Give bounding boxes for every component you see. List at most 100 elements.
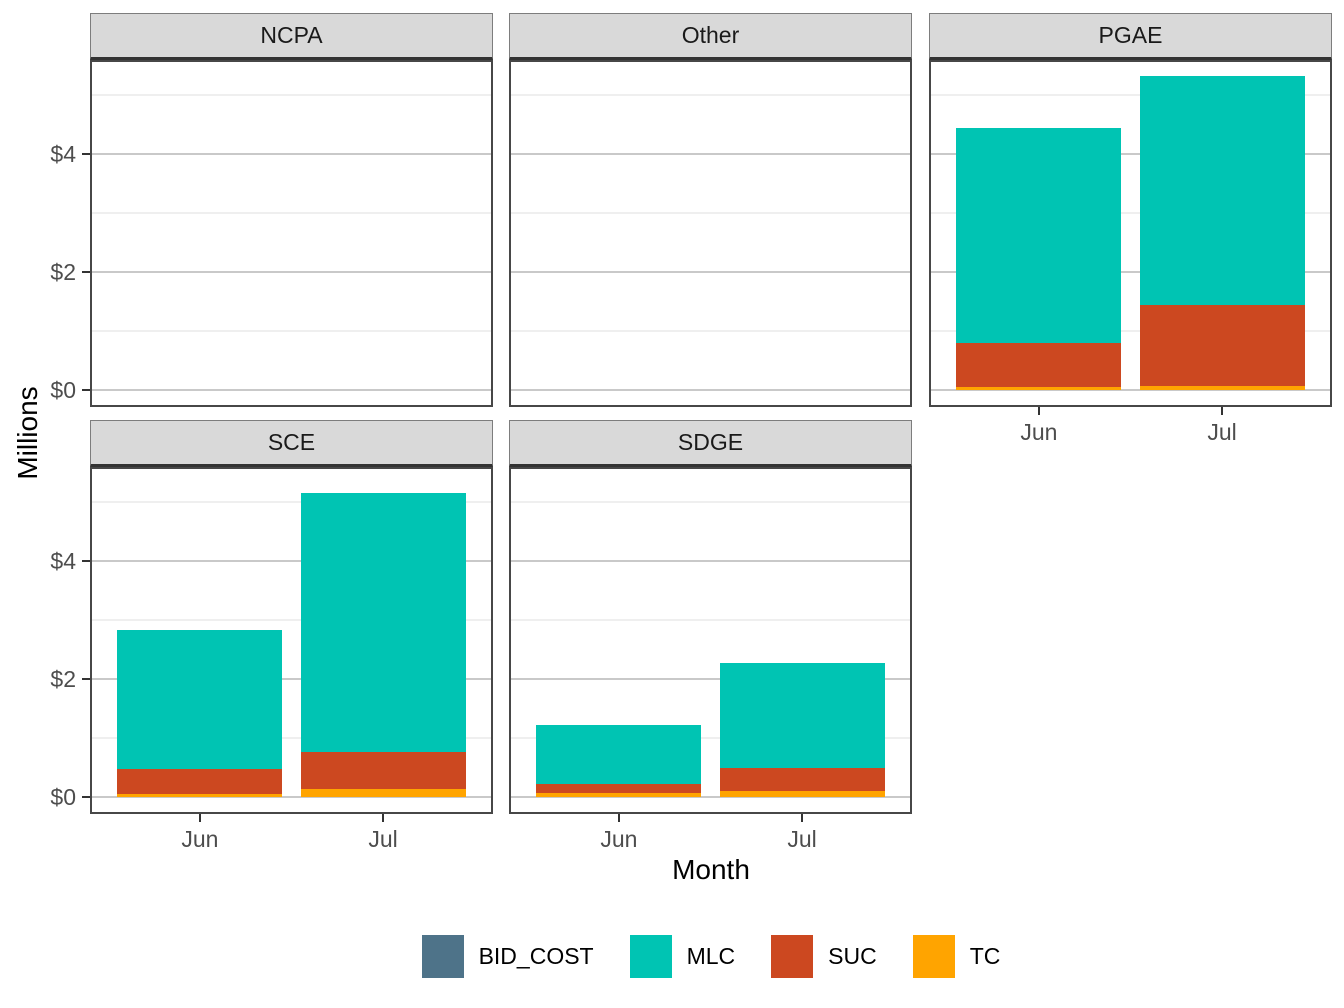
x-tick-label: Jun — [1020, 419, 1058, 445]
y-tick-label: $2 — [50, 259, 76, 286]
facet-strip-label: NCPA — [260, 22, 323, 48]
gridline-minor — [90, 737, 493, 740]
facet-panel-SDGE — [509, 467, 912, 814]
legend-label: SUC — [828, 942, 877, 969]
legend-swatch-TC — [912, 934, 955, 978]
legend-item-TC: TC — [912, 934, 1001, 978]
gridline-minor — [929, 330, 1332, 333]
x-tick-mark — [382, 814, 385, 822]
gridline-major — [90, 560, 493, 563]
y-tick-mark — [82, 271, 90, 274]
bar-segment-SUC-Jun — [956, 343, 1122, 388]
gridline-major — [90, 389, 493, 392]
legend-label: MLC — [686, 942, 736, 969]
y-tick-label: $0 — [50, 784, 76, 811]
gridline-major — [90, 678, 493, 681]
y-tick-mark — [82, 153, 90, 156]
x-tick-mark — [1037, 407, 1040, 415]
bar-segment-MLC-Jul — [1139, 75, 1305, 305]
y-tick-label: $2 — [50, 666, 76, 693]
legend-label: TC — [969, 942, 1001, 969]
bar-segment-MLC-Jul — [719, 663, 885, 769]
facet-panel-PGAE — [929, 60, 1332, 407]
gridline-minor — [929, 94, 1332, 97]
y-tick-mark — [82, 389, 90, 392]
gridline-minor — [90, 501, 493, 504]
x-tick-mark — [617, 814, 620, 822]
facet-panel-SCE — [90, 467, 493, 814]
y-tick-label: $4 — [50, 548, 76, 575]
facet-strip-SDGE: SDGE — [509, 420, 912, 467]
gridline-minor — [509, 94, 912, 97]
gridline-major — [929, 271, 1332, 274]
legend-swatch-MLC — [629, 934, 672, 978]
gridline-major — [90, 271, 493, 274]
gridline-major — [509, 153, 912, 156]
gridline-major — [90, 796, 493, 799]
facet-strip-label: Other — [681, 22, 740, 48]
gridline-minor — [509, 330, 912, 333]
facet-strip-label: SDGE — [677, 429, 744, 455]
legend-item-MLC: MLC — [629, 934, 736, 978]
gridline-minor — [90, 619, 493, 622]
x-tick-mark — [198, 814, 201, 822]
legend-swatch-BID_COST — [421, 934, 464, 978]
bar-segment-SUC-Jun — [117, 769, 283, 795]
x-tick-label: Jul — [787, 826, 817, 852]
bar-segment-MLC-Jun — [117, 629, 283, 770]
gridline-major — [509, 796, 912, 799]
facet-panel-Other — [509, 60, 912, 407]
x-axis-title: Month — [672, 854, 750, 885]
bar-segment-SUC-Jul — [719, 768, 885, 791]
x-tick-label: Jul — [368, 826, 398, 852]
y-tick-label: $0 — [50, 377, 76, 404]
gridline-major — [929, 153, 1332, 156]
facet-strip-NCPA: NCPA — [90, 13, 493, 60]
gridline-major — [929, 389, 1332, 392]
gridline-major — [509, 678, 912, 681]
x-tick-label: Jun — [600, 826, 638, 852]
legend-item-BID_COST: BID_COST — [421, 934, 594, 978]
gridline-major — [509, 560, 912, 563]
chart-legend: BID_COST MLC SUC TC — [90, 931, 1332, 981]
y-tick-mark — [82, 560, 90, 563]
gridline-minor — [90, 212, 493, 215]
x-tick-label: Jul — [1207, 419, 1237, 445]
facet-strip-Other: Other — [509, 13, 912, 60]
bar-segment-SUC-Jul — [1139, 304, 1305, 386]
bar-segment-TC-Jun — [536, 792, 702, 798]
bar-segment-MLC-Jun — [536, 724, 702, 785]
gridline-minor — [929, 212, 1332, 215]
y-axis-title: Millions — [12, 386, 43, 480]
x-tick-mark — [801, 814, 804, 822]
facet-strip-SCE: SCE — [90, 420, 493, 467]
gridline-minor — [509, 737, 912, 740]
facet-strip-label: SCE — [267, 429, 316, 455]
facet-strip-PGAE: PGAE — [929, 13, 1332, 60]
bar-segment-TC-Jul — [1139, 385, 1305, 391]
x-tick-label: Jun — [181, 826, 219, 852]
gridline-major — [509, 389, 912, 392]
facet-panel-NCPA — [90, 60, 493, 407]
gridline-minor — [509, 212, 912, 215]
x-tick-mark — [1221, 407, 1224, 415]
bar-segment-SUC-Jun — [536, 784, 702, 793]
gridline-minor — [90, 94, 493, 97]
bar-segment-TC-Jul — [719, 790, 885, 798]
bar-segment-MLC-Jun — [956, 127, 1122, 344]
gridline-minor — [509, 619, 912, 622]
bar-segment-SUC-Jul — [300, 751, 466, 789]
y-tick-mark — [82, 678, 90, 681]
legend-item-SUC: SUC — [771, 934, 877, 978]
gridline-minor — [90, 330, 493, 333]
legend-swatch-SUC — [771, 934, 814, 978]
bar-segment-TC-Jun — [117, 794, 283, 798]
y-tick-label: $4 — [50, 141, 76, 168]
legend-label: BID_COST — [478, 942, 594, 969]
facet-strip-label: PGAE — [1098, 22, 1163, 48]
bar-segment-MLC-Jul — [300, 492, 466, 752]
bar-segment-TC-Jul — [300, 788, 466, 798]
gridline-major — [90, 153, 493, 156]
gridline-minor — [509, 501, 912, 504]
